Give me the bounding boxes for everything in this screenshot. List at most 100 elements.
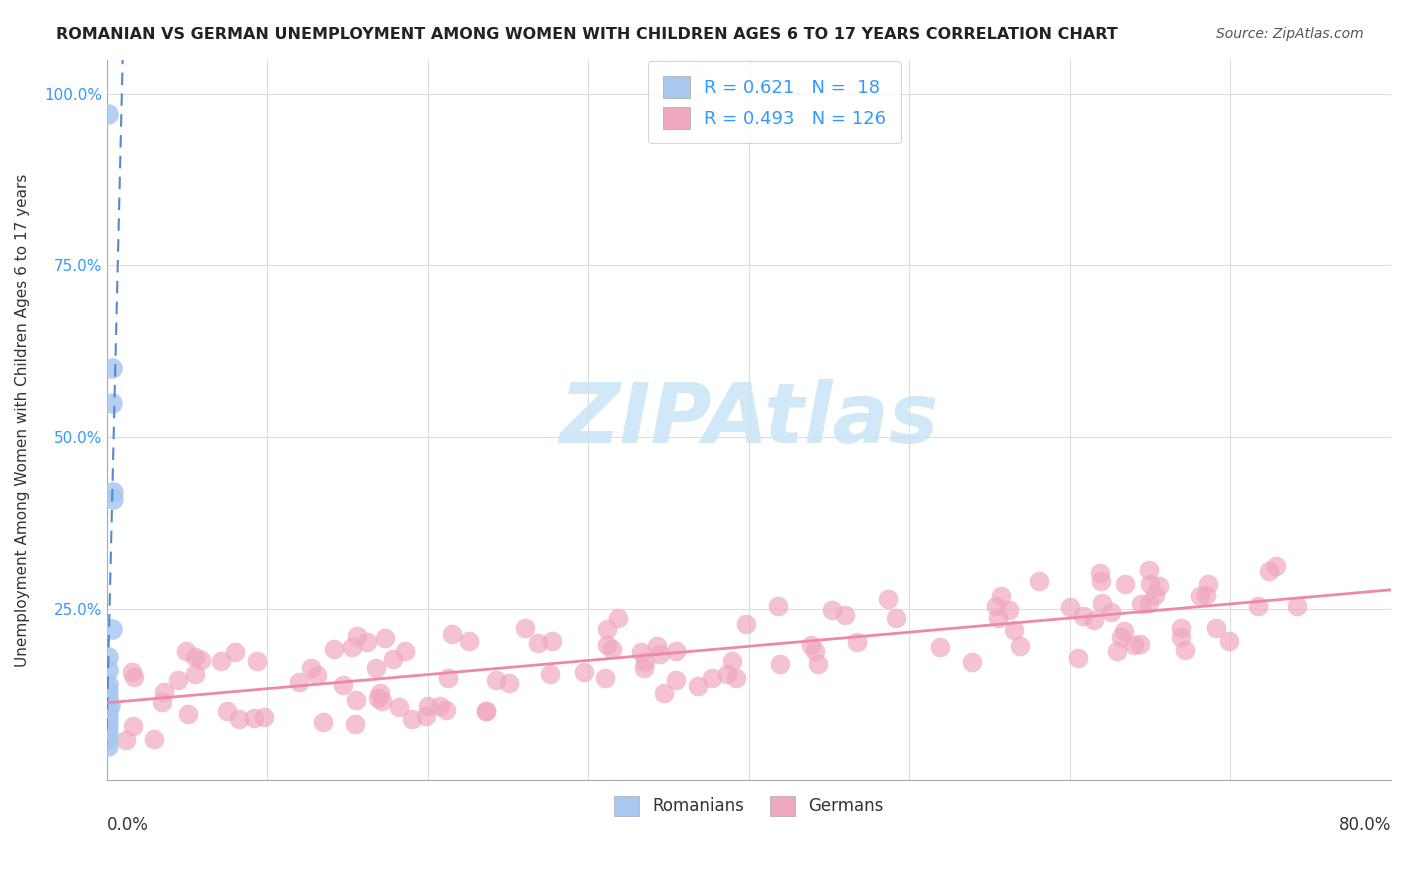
Point xyxy=(1010,639,1032,653)
Point xyxy=(150,695,173,709)
Point xyxy=(228,713,250,727)
Point xyxy=(441,626,464,640)
Point xyxy=(346,629,368,643)
Point xyxy=(596,622,619,636)
Point xyxy=(1111,631,1133,645)
Point xyxy=(184,667,207,681)
Point xyxy=(1130,598,1153,612)
Point xyxy=(299,661,322,675)
Point xyxy=(1105,644,1128,658)
Point xyxy=(332,678,354,692)
Point xyxy=(415,709,437,723)
Point xyxy=(1071,609,1094,624)
Point xyxy=(1123,638,1146,652)
Point xyxy=(101,491,124,506)
Point xyxy=(224,645,246,659)
Point xyxy=(174,644,197,658)
Point xyxy=(166,673,188,688)
Point xyxy=(97,739,120,753)
Point xyxy=(418,699,440,714)
Point xyxy=(142,731,165,746)
Point xyxy=(374,631,396,645)
Point xyxy=(1205,621,1227,635)
Point xyxy=(1112,624,1135,639)
Point xyxy=(1285,599,1308,614)
Point xyxy=(700,671,723,685)
Point xyxy=(1091,596,1114,610)
Point xyxy=(538,666,561,681)
Point xyxy=(600,641,623,656)
Point xyxy=(1147,579,1170,593)
Point xyxy=(371,693,394,707)
Point xyxy=(541,634,564,648)
Point xyxy=(596,638,619,652)
Point xyxy=(1189,589,1212,603)
Point xyxy=(665,673,688,687)
Y-axis label: Unemployment Among Women with Children Ages 6 to 17 years: Unemployment Among Women with Children A… xyxy=(15,173,30,666)
Point xyxy=(100,395,122,409)
Point xyxy=(246,654,269,668)
Point xyxy=(122,719,145,733)
Point xyxy=(1129,637,1152,651)
Point xyxy=(1083,613,1105,627)
Point xyxy=(607,610,630,624)
Point xyxy=(821,603,844,617)
Point xyxy=(474,704,496,718)
Point xyxy=(243,711,266,725)
Point xyxy=(177,706,200,721)
Point xyxy=(101,484,124,499)
Point xyxy=(97,649,120,664)
Point xyxy=(498,676,520,690)
Point xyxy=(1195,588,1218,602)
Point xyxy=(652,685,675,699)
Text: 0.0%: 0.0% xyxy=(107,816,149,834)
Point xyxy=(1114,577,1136,591)
Text: ZIPAtlas: ZIPAtlas xyxy=(560,379,939,460)
Point xyxy=(115,733,138,747)
Point xyxy=(475,704,498,718)
Point xyxy=(630,645,652,659)
Point xyxy=(877,592,900,607)
Point xyxy=(990,590,1012,604)
Point xyxy=(1174,643,1197,657)
Point xyxy=(122,670,145,684)
Point xyxy=(98,698,121,712)
Point xyxy=(768,599,790,613)
Point xyxy=(368,686,391,700)
Point xyxy=(121,665,143,679)
Point xyxy=(648,647,671,661)
Point xyxy=(97,677,120,691)
Point xyxy=(1197,577,1219,591)
Point xyxy=(153,685,176,699)
Point xyxy=(1137,563,1160,577)
Point xyxy=(720,654,742,668)
Point xyxy=(633,661,655,675)
Point xyxy=(1002,624,1025,638)
Point xyxy=(634,656,657,670)
Point xyxy=(97,711,120,725)
Point xyxy=(344,716,367,731)
Point xyxy=(356,635,378,649)
Point xyxy=(1088,566,1111,580)
Point xyxy=(434,703,457,717)
Point xyxy=(804,644,827,658)
Point xyxy=(209,654,232,668)
Point xyxy=(665,643,688,657)
Point xyxy=(1139,576,1161,591)
Point xyxy=(716,667,738,681)
Point xyxy=(190,652,212,666)
Point xyxy=(1028,574,1050,588)
Point xyxy=(1137,597,1160,611)
Point xyxy=(962,656,984,670)
Point xyxy=(97,684,120,698)
Point xyxy=(394,644,416,658)
Point xyxy=(800,638,823,652)
Point xyxy=(100,622,122,636)
Point xyxy=(1144,588,1167,602)
Point xyxy=(929,640,952,654)
Point xyxy=(322,642,344,657)
Point xyxy=(1170,630,1192,644)
Point xyxy=(346,693,368,707)
Point xyxy=(724,671,747,685)
Point xyxy=(401,712,423,726)
